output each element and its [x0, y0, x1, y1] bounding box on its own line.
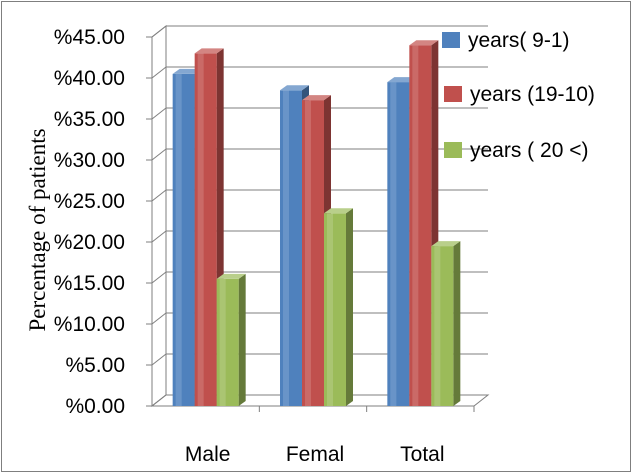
- gridline-side: [151, 271, 167, 284]
- bar-top: [280, 85, 309, 91]
- bar-top: [302, 95, 331, 101]
- legend-label: years (19-10): [470, 83, 595, 106]
- y-tick-label: %45.00: [54, 26, 125, 49]
- bar-side: [346, 208, 353, 406]
- gridline-side: [151, 230, 167, 243]
- y-tick-label: %25.00: [54, 190, 125, 213]
- gridline-side: [151, 66, 167, 79]
- legend-swatch: [444, 142, 462, 158]
- gridline-side: [151, 189, 167, 202]
- gridline-side: [151, 148, 167, 161]
- bar-top: [172, 68, 202, 74]
- y-axis-title: Percentage of patients: [25, 128, 50, 331]
- bar-top: [387, 77, 417, 83]
- x-category-label: Femal: [286, 443, 344, 466]
- x-category-label: Total: [400, 443, 444, 466]
- bar: [216, 273, 246, 406]
- legend-swatch: [442, 32, 460, 48]
- bar: [324, 208, 353, 406]
- bar-top: [431, 241, 461, 247]
- gridline-side: [151, 312, 167, 325]
- y-tick-label: %5.00: [65, 354, 125, 377]
- bar-top: [409, 40, 439, 46]
- gridline-side: [151, 353, 167, 366]
- bar-top: [194, 48, 224, 54]
- gridline-side: [151, 25, 167, 38]
- bar-highlight: [219, 278, 226, 406]
- bar-highlight: [197, 53, 204, 407]
- y-tick-label: %0.00: [65, 395, 125, 418]
- gridline-side: [151, 394, 167, 407]
- y-tick-label: %35.00: [54, 108, 125, 131]
- bar-side: [238, 273, 246, 406]
- bar-highlight: [434, 246, 441, 406]
- bar-side: [453, 241, 461, 406]
- x-axis-categories: Male Femal Total: [185, 406, 475, 466]
- bar-top: [216, 273, 246, 279]
- bars: [172, 40, 461, 407]
- bar-highlight: [327, 213, 333, 406]
- bar-highlight: [175, 73, 182, 407]
- side-wall: [151, 24, 167, 408]
- legend-label: years( 9-1): [468, 29, 570, 52]
- bar: [431, 241, 461, 406]
- legend: years( 9-1) years (19-10) years ( 20 <): [442, 29, 595, 162]
- legend-swatch: [444, 86, 462, 102]
- bar-highlight: [305, 100, 311, 406]
- y-tick-label: %40.00: [54, 67, 125, 90]
- y-axis-ticks: %0.00 %5.00 %10.00 %15.00 %20.00 %25.00 %30.00…: [54, 26, 153, 418]
- bar-top: [324, 208, 353, 214]
- bar-highlight: [390, 82, 397, 406]
- bar-highlight: [283, 90, 289, 407]
- y-tick-label: %10.00: [54, 313, 125, 336]
- bar-highlight: [412, 45, 419, 406]
- y-tick-label: %20.00: [54, 231, 125, 254]
- legend-label: years ( 20 <): [470, 139, 588, 162]
- x-category-label: Male: [185, 443, 231, 466]
- bar: [194, 48, 224, 407]
- y-tick-label: %15.00: [54, 272, 125, 295]
- y-tick-label: %30.00: [54, 149, 125, 172]
- gridline-side: [151, 107, 167, 120]
